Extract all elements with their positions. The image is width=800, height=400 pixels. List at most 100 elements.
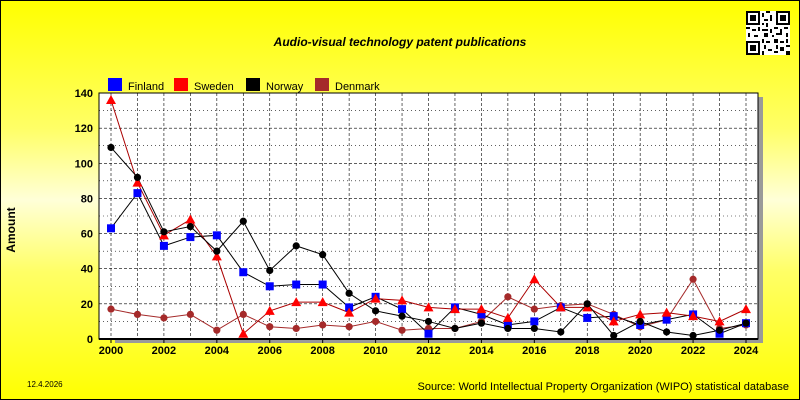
x-tick-label: 2018: [575, 345, 599, 357]
data-point-denmark: [689, 275, 697, 283]
data-point-sweden: [238, 328, 249, 338]
legend-label-norway: Norway: [266, 81, 304, 93]
data-point-sweden: [132, 177, 143, 187]
data-point-norway: [213, 247, 221, 255]
data-point-sweden: [688, 311, 699, 321]
source-note: Source: World Intellectual Property Orga…: [417, 381, 789, 393]
data-point-norway: [398, 312, 406, 320]
data-point-sweden: [608, 316, 619, 326]
data-point-finland: [583, 313, 592, 322]
data-point-denmark: [530, 305, 538, 313]
x-tick-label: 2020: [628, 345, 652, 357]
x-tick-label: 2000: [99, 345, 123, 357]
y-tick-label: 140: [75, 88, 93, 100]
data-point-norway: [292, 242, 300, 250]
data-point-finland: [318, 280, 327, 289]
data-point-denmark: [266, 323, 274, 331]
data-point-norway: [107, 143, 115, 152]
data-point-sweden: [344, 307, 355, 317]
qr-code-icon: [746, 11, 790, 55]
y-tick-label: 120: [75, 123, 93, 135]
data-point-denmark: [213, 326, 221, 334]
data-point-sweden: [264, 305, 275, 315]
data-point-denmark: [504, 293, 512, 301]
data-point-finland: [212, 231, 221, 240]
data-point-denmark: [398, 326, 406, 334]
data-point-finland: [477, 310, 486, 319]
data-point-norway: [451, 324, 459, 333]
legend-swatch-finland: [108, 78, 122, 91]
data-point-sweden: [370, 293, 381, 303]
x-tick-label: 2002: [152, 345, 176, 357]
data-point-finland: [159, 241, 168, 250]
x-tick-label: 2010: [363, 345, 387, 357]
y-tick-label: 100: [75, 158, 93, 170]
data-point-denmark: [133, 310, 142, 318]
data-point-norway: [689, 331, 697, 340]
legend-label-finland: Finland: [128, 81, 164, 93]
data-point-norway: [610, 331, 618, 340]
x-tick-label: 2016: [522, 345, 546, 357]
data-point-finland: [239, 268, 248, 277]
data-point-finland: [186, 233, 195, 242]
x-tick-label: 2022: [681, 345, 705, 357]
y-tick-label: 60: [81, 229, 93, 241]
data-point-sweden: [741, 304, 751, 314]
data-point-norway: [186, 222, 194, 231]
data-point-norway: [557, 328, 565, 336]
y-tick-label: 40: [81, 264, 93, 276]
y-tick-label: 20: [81, 299, 93, 311]
data-point-sweden: [555, 302, 566, 312]
data-point-sweden: [502, 312, 513, 322]
data-point-norway: [345, 289, 353, 297]
data-point-norway: [477, 319, 486, 327]
data-point-norway: [239, 217, 247, 225]
data-point-denmark: [239, 310, 247, 318]
x-tick-label: 2024: [734, 345, 759, 357]
data-point-norway: [424, 317, 433, 326]
x-tick-label: 2014: [469, 345, 494, 357]
data-point-finland: [609, 312, 618, 321]
data-point-sweden: [211, 251, 222, 261]
x-tick-label: 2006: [258, 345, 282, 357]
data-point-norway: [530, 324, 538, 333]
data-point-norway: [160, 228, 168, 236]
legend-swatch-norway: [246, 78, 260, 91]
data-point-norway: [133, 173, 142, 181]
data-point-norway: [636, 317, 644, 326]
y-tick-label: 0: [87, 334, 93, 346]
x-tick-label: 2012: [416, 345, 440, 357]
data-point-norway: [319, 251, 327, 259]
data-point-sweden: [635, 309, 646, 319]
data-point-denmark: [345, 323, 353, 331]
data-point-denmark: [371, 317, 380, 326]
data-point-finland: [398, 305, 407, 314]
legend-label-sweden: Sweden: [194, 81, 234, 93]
data-point-finland: [530, 317, 539, 326]
footer-date: 12.4.2026: [27, 380, 63, 389]
legend-swatch-denmark: [315, 78, 329, 91]
data-point-denmark: [107, 305, 115, 313]
data-point-finland: [662, 315, 671, 324]
data-point-sweden: [449, 304, 460, 314]
data-point-sweden: [185, 214, 196, 224]
data-point-sweden: [397, 295, 408, 305]
chart-title: Audio-visual technology patent publicati…: [273, 35, 527, 49]
data-point-norway: [371, 307, 380, 315]
data-point-denmark: [160, 314, 168, 322]
data-point-norway: [266, 266, 274, 275]
data-point-finland: [265, 282, 274, 291]
data-point-finland: [424, 329, 433, 338]
y-tick-label: 80: [81, 193, 93, 205]
data-point-denmark: [186, 310, 194, 318]
data-point-finland: [107, 224, 115, 233]
data-point-denmark: [319, 321, 327, 329]
data-point-sweden: [529, 274, 540, 284]
data-point-sweden: [423, 302, 434, 312]
data-point-norway: [504, 324, 512, 333]
data-point-finland: [292, 280, 301, 289]
data-point-finland: [345, 303, 354, 312]
data-point-sweden: [317, 297, 328, 307]
